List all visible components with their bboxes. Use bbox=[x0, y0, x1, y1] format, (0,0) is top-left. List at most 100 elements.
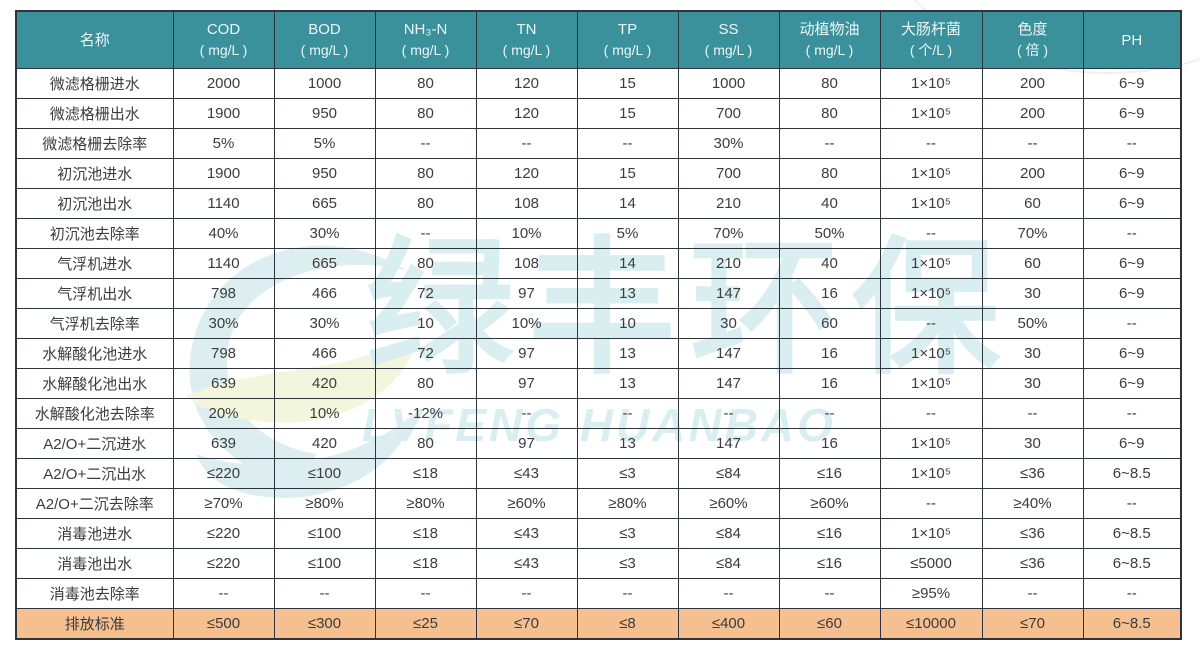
value-cell: -- bbox=[879, 308, 983, 339]
value-cell: ≤18 bbox=[374, 548, 477, 579]
value-cell: 30 bbox=[981, 428, 1084, 459]
table-row: 消毒池出水 ≤220 ≤100 ≤18 ≤43 ≤3 ≤84 ≤16 ≤5000 ≤36 6~8.5 bbox=[15, 548, 1182, 579]
value-cell: ≤8 bbox=[576, 608, 679, 640]
value-cell: -- bbox=[879, 218, 983, 249]
value-cell: ≤100 bbox=[273, 518, 376, 549]
value-cell: 15 bbox=[576, 68, 679, 99]
value-cell: ≤43 bbox=[475, 518, 578, 549]
table-header-row: 名称 COD ( mg/L ) BOD ( mg/L ) NH₃-N ( mg/L ) TN (… bbox=[15, 10, 1182, 69]
value-cell: 80 bbox=[374, 188, 477, 219]
value-cell: 798 bbox=[172, 278, 275, 309]
value-cell: 80 bbox=[374, 428, 477, 459]
table-row: 消毒池去除率 -- -- -- -- -- -- -- ≥95% -- -- bbox=[15, 578, 1182, 609]
value-cell: 6~9 bbox=[1082, 98, 1182, 129]
value-cell: 72 bbox=[374, 278, 477, 309]
value-cell: 40 bbox=[778, 248, 881, 279]
value-cell: 70% bbox=[981, 218, 1084, 249]
column-header-label: 色度 bbox=[1017, 21, 1048, 38]
value-cell: 10% bbox=[273, 398, 376, 429]
value-cell: 210 bbox=[677, 248, 780, 279]
value-cell: -- bbox=[981, 128, 1084, 159]
value-cell: 147 bbox=[677, 428, 780, 459]
value-cell: -- bbox=[576, 398, 679, 429]
value-cell: 16 bbox=[778, 368, 881, 399]
value-cell: 97 bbox=[475, 428, 578, 459]
value-cell: 60 bbox=[981, 248, 1084, 279]
value-cell: ≤500 bbox=[172, 608, 275, 640]
value-cell: ≤16 bbox=[778, 518, 881, 549]
value-cell: 6~8.5 bbox=[1082, 548, 1182, 579]
value-cell: 80 bbox=[374, 248, 477, 279]
value-cell: 14 bbox=[576, 188, 679, 219]
value-cell: ≥80% bbox=[273, 488, 376, 519]
value-cell: -- bbox=[1082, 578, 1182, 609]
column-header-label: 大肠杆菌 bbox=[900, 21, 961, 38]
value-cell: -- bbox=[778, 128, 881, 159]
value-cell: ≥80% bbox=[576, 488, 679, 519]
column-header-unit: ( mg/L ) bbox=[502, 42, 551, 58]
value-cell: ≤3 bbox=[576, 458, 679, 489]
value-cell: -- bbox=[475, 398, 578, 429]
value-cell: 97 bbox=[475, 368, 578, 399]
value-cell: -- bbox=[374, 578, 477, 609]
value-cell: 30% bbox=[172, 308, 275, 339]
table-row: 水解酸化池去除率 20% 10% -12% -- -- -- -- -- -- -- bbox=[15, 398, 1182, 429]
table-row: 排放标准 ≤500 ≤300 ≤25 ≤70 ≤8 ≤400 ≤60 ≤10000 ≤70 6~8.… bbox=[15, 608, 1182, 640]
row-name-cell: 水解酸化池去除率 bbox=[15, 398, 174, 429]
value-cell: -- bbox=[879, 488, 983, 519]
row-name-cell: A2/O+二沉出水 bbox=[15, 458, 174, 489]
value-cell: 30 bbox=[981, 368, 1084, 399]
column-header-unit: ( mg/L ) bbox=[603, 42, 652, 58]
value-cell: -- bbox=[475, 578, 578, 609]
value-cell: ≤60 bbox=[778, 608, 881, 640]
value-cell: ≤16 bbox=[778, 548, 881, 579]
table-row: 初沉池出水 1140 665 80 108 14 210 40 1×10⁵ 60 6~9 bbox=[15, 188, 1182, 219]
value-cell: 639 bbox=[172, 428, 275, 459]
value-cell: 10 bbox=[576, 308, 679, 339]
value-cell: ≤5000 bbox=[879, 548, 983, 579]
value-cell: ≤100 bbox=[273, 458, 376, 489]
value-cell: 950 bbox=[273, 158, 376, 189]
table-row: 水解酸化池进水 798 466 72 97 13 147 16 1×10⁵ 30 6~9 bbox=[15, 338, 1182, 369]
value-cell: -- bbox=[981, 398, 1084, 429]
value-cell: 147 bbox=[677, 278, 780, 309]
value-cell: 700 bbox=[677, 158, 780, 189]
row-name-cell: 排放标准 bbox=[15, 608, 174, 640]
value-cell: ≤220 bbox=[172, 518, 275, 549]
value-cell: 13 bbox=[576, 368, 679, 399]
row-name-cell: A2/O+二沉去除率 bbox=[15, 488, 174, 519]
value-cell: -- bbox=[778, 398, 881, 429]
table-row: 气浮机去除率 30% 30% 10 10% 10 30 60 -- 50% -- bbox=[15, 308, 1182, 339]
value-cell: ≤3 bbox=[576, 548, 679, 579]
value-cell: -- bbox=[576, 578, 679, 609]
value-cell: -- bbox=[1082, 218, 1182, 249]
column-header-unit: ( 倍 ) bbox=[1016, 42, 1049, 58]
table-row: 微滤格栅去除率 5% 5% -- -- -- 30% -- -- -- -- bbox=[15, 128, 1182, 159]
value-cell: 1×10⁵ bbox=[879, 368, 983, 399]
table-row: 气浮机进水 1140 665 80 108 14 210 40 1×10⁵ 60 6~9 bbox=[15, 248, 1182, 279]
row-name-cell: 气浮机进水 bbox=[15, 248, 174, 279]
value-cell: 14 bbox=[576, 248, 679, 279]
value-cell: 6~9 bbox=[1082, 278, 1182, 309]
column-header: 大肠杆菌 ( 个/L ) bbox=[879, 10, 983, 69]
column-header-unit: ( mg/L ) bbox=[199, 42, 248, 58]
value-cell: ≤43 bbox=[475, 548, 578, 579]
value-cell: 6~9 bbox=[1082, 428, 1182, 459]
value-cell: 1×10⁵ bbox=[879, 248, 983, 279]
value-cell: 6~9 bbox=[1082, 188, 1182, 219]
value-cell: 120 bbox=[475, 158, 578, 189]
value-cell: -- bbox=[374, 218, 477, 249]
column-header: 动植物油 ( mg/L ) bbox=[778, 10, 881, 69]
value-cell: 665 bbox=[273, 188, 376, 219]
value-cell: 6~9 bbox=[1082, 368, 1182, 399]
row-name-cell: A2/O+二沉进水 bbox=[15, 428, 174, 459]
column-header-unit: ( mg/L ) bbox=[300, 42, 349, 58]
value-cell: ≥40% bbox=[981, 488, 1084, 519]
value-cell: 40% bbox=[172, 218, 275, 249]
value-cell: 1×10⁵ bbox=[879, 278, 983, 309]
value-cell: 1×10⁵ bbox=[879, 68, 983, 99]
value-cell: 50% bbox=[778, 218, 881, 249]
row-name-cell: 水解酸化池出水 bbox=[15, 368, 174, 399]
column-header-label: TP bbox=[617, 21, 638, 38]
value-cell: 30 bbox=[981, 278, 1084, 309]
